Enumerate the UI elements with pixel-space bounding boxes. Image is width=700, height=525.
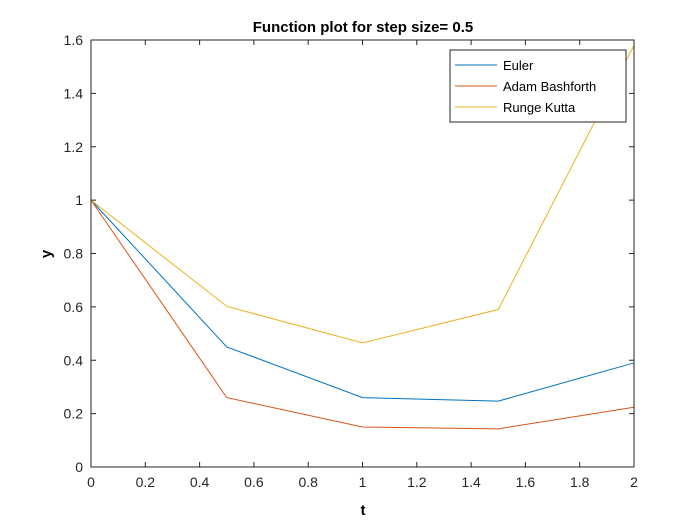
legend-entry: Runge Kutta: [503, 100, 576, 115]
series-line-0: [90, 199, 635, 402]
x-axis: 0 0.2 0.4 0.6 0.8 1 1.2 1.4 1.6 1.8 2: [87, 40, 638, 490]
x-tick-label: 0.2: [136, 474, 156, 490]
legend: Euler Adam Bashforth Runge Kutta: [449, 49, 627, 123]
x-tick-label: 1: [359, 474, 367, 490]
x-tick-label: 1.2: [407, 474, 427, 490]
y-tick-label: 0.6: [64, 299, 84, 315]
y-tick-label: 1.2: [64, 139, 84, 155]
legend-entry: Adam Bashforth: [503, 79, 596, 94]
y-axis-label: y: [38, 249, 55, 258]
y-tick-label: 1.6: [64, 32, 84, 48]
x-tick-label: 0: [87, 474, 95, 490]
series-line-2: [90, 45, 635, 344]
x-tick-label: 0.4: [190, 474, 210, 490]
y-tick-label: 1: [75, 192, 83, 208]
x-tick-label: 1.8: [570, 474, 590, 490]
x-tick-label: 1.4: [461, 474, 481, 490]
y-axis: 0 0.2 0.4 0.6 0.8 1 1.2 1.4 1.6: [64, 32, 634, 475]
y-tick-label: 0.4: [64, 352, 84, 368]
y-tick-label: 0.2: [64, 406, 84, 422]
x-tick-label: 2: [630, 474, 638, 490]
x-tick-label: 1.6: [516, 474, 536, 490]
series-layer: [90, 45, 635, 430]
series-line-1: [90, 199, 635, 430]
y-tick-label: 0.8: [64, 246, 84, 262]
x-tick-label: 0.8: [298, 474, 318, 490]
chart-title: Function plot for step size= 0.5: [253, 19, 473, 36]
legend-entry: Euler: [503, 58, 534, 73]
x-axis-label: t: [361, 502, 366, 519]
y-tick-label: 1.4: [64, 85, 84, 101]
y-tick-label: 0: [75, 459, 83, 475]
x-tick-label: 0.6: [244, 474, 264, 490]
